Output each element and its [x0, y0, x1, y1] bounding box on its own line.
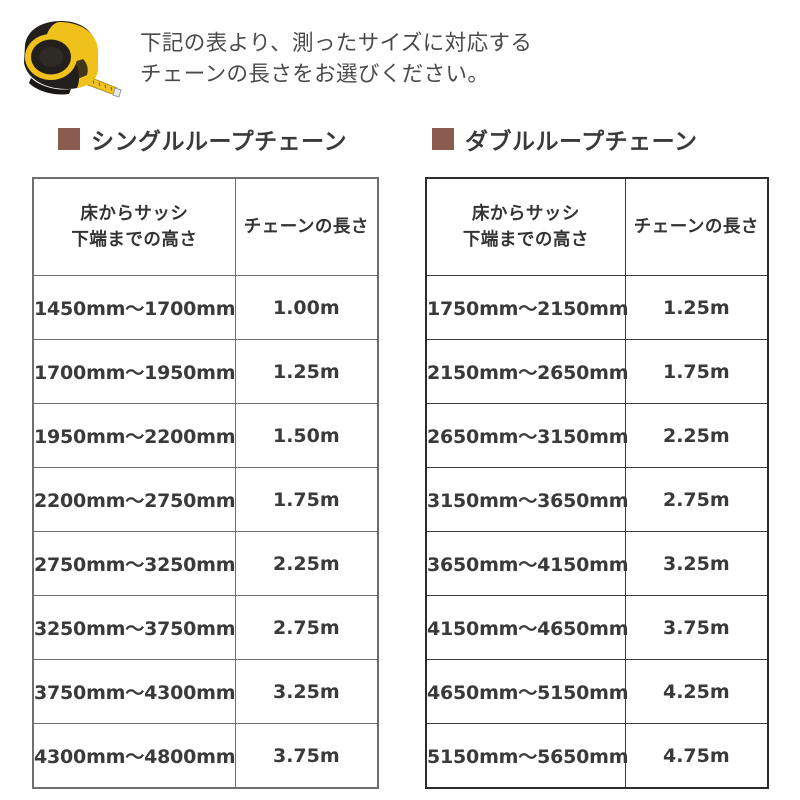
section-headings: シングルループチェーン ダブルループチェーン [0, 122, 800, 164]
cell-range: 4300mm〜4800mm [32, 723, 236, 789]
cell-range: 3250mm〜3750mm [32, 595, 236, 660]
single-loop-chain-table: 床からサッシ 下端までの高さ チェーンの長さ 1450mm〜1700mm 1.0… [32, 177, 379, 789]
cell-length: 3.25m [234, 659, 379, 724]
cell-length: 3.75m [234, 723, 379, 789]
table-row: 3750mm〜4300mm 3.25m [32, 659, 379, 724]
intro-line-1: 下記の表より、測ったサイズに対応する [140, 31, 533, 56]
cell-length: 4.75m [624, 723, 769, 789]
heading-double-loop-chain: ダブルループチェーン [432, 122, 697, 156]
table-row: 2200mm〜2750mm 1.75m [32, 467, 379, 532]
table-row: 1950mm〜2200mm 1.50m [32, 403, 379, 468]
double-loop-chain-table: 床からサッシ 下端までの高さ チェーンの長さ 1750mm〜2150mm 1.2… [425, 177, 769, 789]
intro-line-2: チェーンの長さをお選びください。 [140, 62, 490, 88]
cell-length: 2.75m [234, 595, 379, 660]
table-body: 1750mm〜2150mm 1.25m 2150mm〜2650mm 1.75m … [425, 275, 769, 789]
cell-range: 1750mm〜2150mm [425, 275, 629, 340]
cell-range: 4150mm〜4650mm [425, 595, 629, 660]
tape-measure-icon [24, 21, 122, 98]
cell-range: 2150mm〜2650mm [425, 339, 629, 404]
cell-length: 2.25m [234, 531, 379, 596]
column-header-chain-length: チェーンの長さ [624, 177, 769, 276]
cell-length: 3.25m [624, 531, 769, 596]
cell-range: 3150mm〜3650mm [425, 467, 629, 532]
cell-range: 1700mm〜1950mm [32, 339, 236, 404]
cell-range: 2750mm〜3250mm [32, 531, 236, 596]
cell-range: 1950mm〜2200mm [32, 403, 236, 468]
table-row: 2750mm〜3250mm 2.25m [32, 531, 379, 596]
cell-length: 2.75m [624, 467, 769, 532]
cell-range: 5150mm〜5650mm [425, 723, 629, 789]
cell-length: 3.75m [624, 595, 769, 660]
table-row: 3250mm〜3750mm 2.75m [32, 595, 379, 660]
table-row: 3650mm〜4150mm 3.25m [425, 531, 769, 596]
cell-range: 2650mm〜3150mm [425, 403, 629, 468]
cell-length: 1.75m [624, 339, 769, 404]
intro-text: 下記の表より、測ったサイズに対応する チェーンの長さをお選びください。 [140, 0, 532, 91]
cell-length: 2.25m [624, 403, 769, 468]
table-row: 3150mm〜3650mm 2.75m [425, 467, 769, 532]
column-header-height: 床からサッシ 下端までの高さ [32, 177, 236, 276]
cell-range: 3650mm〜4150mm [425, 531, 629, 596]
table-row: 1450mm〜1700mm 1.00m [32, 275, 379, 340]
brown-square-bullet-icon [432, 128, 454, 150]
column-header-height-line2: 下端までの高さ [71, 230, 198, 250]
cell-range: 2200mm〜2750mm [32, 467, 236, 532]
table-header-row: 床からサッシ 下端までの高さ チェーンの長さ [32, 177, 379, 276]
table-row: 1750mm〜2150mm 1.25m [425, 275, 769, 340]
table-body: 1450mm〜1700mm 1.00m 1700mm〜1950mm 1.25m … [32, 275, 379, 789]
column-header-chain-length-line1: チェーンの長さ [243, 216, 369, 237]
cell-length: 4.25m [624, 659, 769, 724]
cell-length: 1.25m [234, 339, 379, 404]
tape-measure-illustration [0, 0, 140, 118]
heading-label: シングルループチェーン [91, 129, 347, 155]
column-header-height: 床からサッシ 下端までの高さ [425, 177, 626, 276]
cell-length: 1.50m [234, 403, 379, 468]
column-header-height-line2: 下端までの高さ [462, 230, 589, 250]
heading-single-loop-chain: シングルループチェーン [58, 122, 347, 156]
table-row: 1700mm〜1950mm 1.25m [32, 339, 379, 404]
table-header-row: 床からサッシ 下端までの高さ チェーンの長さ [425, 177, 769, 276]
heading-label: ダブルループチェーン [465, 129, 698, 155]
table-row: 5150mm〜5650mm 4.75m [425, 723, 769, 789]
table-row: 4300mm〜4800mm 3.75m [32, 723, 379, 789]
brown-square-bullet-icon [58, 128, 80, 150]
cell-range: 4650mm〜5150mm [425, 659, 629, 724]
table-row: 4150mm〜4650mm 3.75m [425, 595, 769, 660]
table-row: 2650mm〜3150mm 2.25m [425, 403, 769, 468]
cell-length: 1.00m [234, 275, 379, 340]
cell-length: 1.75m [234, 467, 379, 532]
cell-length: 1.25m [624, 275, 769, 340]
column-header-height-line1: 床からサッシ [471, 203, 580, 224]
page-header: 下記の表より、測ったサイズに対応する チェーンの長さをお選びください。 [0, 0, 800, 118]
cell-range: 3750mm〜4300mm [32, 659, 236, 724]
column-header-chain-length: チェーンの長さ [234, 177, 379, 276]
column-header-chain-length-line1: チェーンの長さ [633, 216, 759, 237]
table-row: 2150mm〜2650mm 1.75m [425, 339, 769, 404]
cell-range: 1450mm〜1700mm [32, 275, 236, 340]
table-row: 4650mm〜5150mm 4.25m [425, 659, 769, 724]
column-header-height-line1: 床からサッシ [80, 203, 189, 224]
